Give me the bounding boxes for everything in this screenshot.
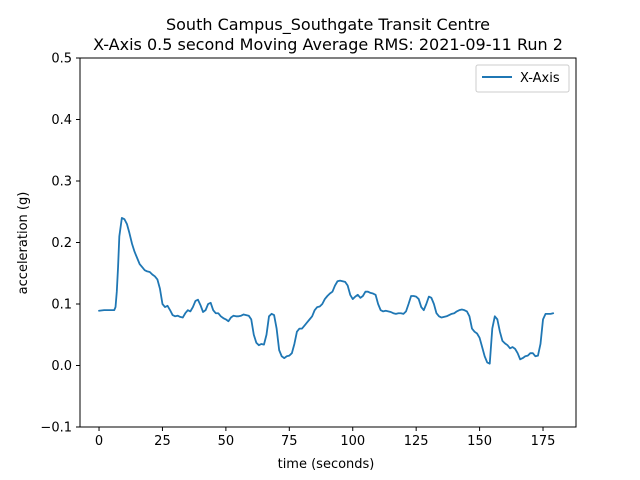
chart-title-line-1: South Campus_Southgate Transit Centre bbox=[166, 15, 490, 35]
x-tick-label: 0 bbox=[95, 434, 103, 449]
legend-box bbox=[475, 64, 570, 93]
x-tick-label: 175 bbox=[531, 434, 556, 449]
legend-label: X-Axis bbox=[520, 71, 560, 86]
y-tick-label: 0.3 bbox=[51, 175, 72, 190]
x-tick-label: 150 bbox=[467, 434, 492, 449]
plot-area: 0 25 50 75 100 125 150 175 −0.1 0.0 0.1 0.2 0.3 0.4 0… bbox=[40, 52, 577, 449]
y-tick-label: 0.1 bbox=[51, 298, 72, 313]
y-tick-label: 0.5 bbox=[51, 52, 72, 67]
x-axis-label: time (seconds) bbox=[278, 457, 375, 472]
x-axis-ticks: 0 25 50 75 100 125 150 175 bbox=[95, 427, 556, 449]
legend: X-Axis bbox=[475, 64, 570, 93]
y-axis-label: acceleration (g) bbox=[16, 192, 31, 295]
y-tick-label: 0.2 bbox=[51, 236, 72, 251]
x-tick-label: 75 bbox=[281, 434, 298, 449]
series-line-x-axis bbox=[98, 217, 555, 365]
x-tick-label: 125 bbox=[404, 434, 429, 449]
y-axis-ticks: −0.1 0.0 0.1 0.2 0.3 0.4 0.5 bbox=[40, 52, 80, 436]
x-tick-label: 100 bbox=[340, 434, 365, 449]
x-tick-label: 25 bbox=[154, 434, 171, 449]
chart-title-line-2: X-Axis 0.5 second Moving Average RMS: 20… bbox=[93, 35, 563, 54]
x-tick-label: 50 bbox=[218, 434, 235, 449]
y-tick-label: −0.1 bbox=[40, 421, 72, 436]
y-tick-label: 0.0 bbox=[51, 359, 72, 374]
y-tick-label: 0.4 bbox=[51, 113, 72, 128]
